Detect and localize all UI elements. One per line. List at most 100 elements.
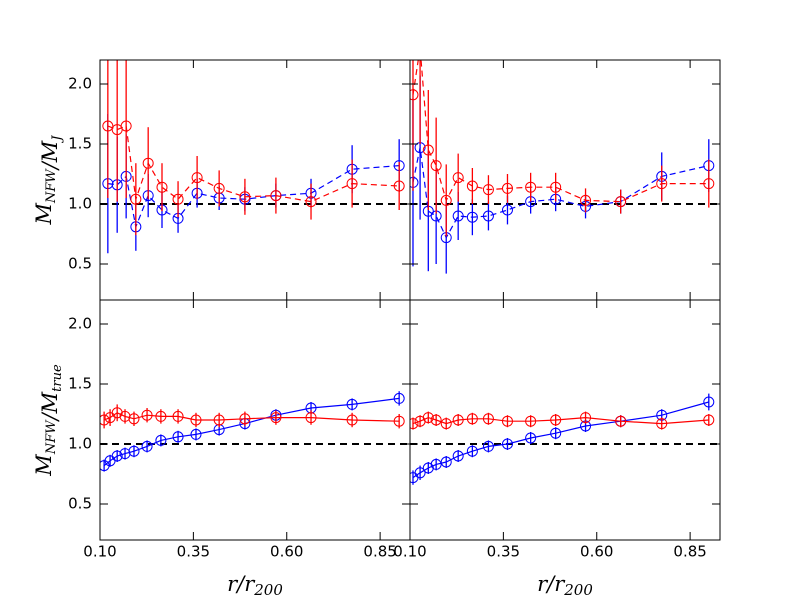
y-axis-label-text: /M <box>38 391 62 422</box>
x-axis-label-text: r/r <box>537 572 566 596</box>
marker <box>102 120 114 132</box>
marker <box>452 450 464 462</box>
marker <box>191 172 203 184</box>
marker <box>525 181 537 193</box>
x-tick-label: 0.60 <box>270 543 303 561</box>
x-tick-label: 0.60 <box>580 543 613 561</box>
x-axis-label: r/r200 <box>537 572 593 600</box>
marker <box>430 414 442 426</box>
marker <box>172 410 184 422</box>
marker <box>501 415 513 427</box>
marker <box>482 413 494 425</box>
y-tick-label: 0.5 <box>68 255 92 273</box>
marker <box>525 432 537 444</box>
marker <box>128 413 140 425</box>
marker <box>422 144 434 156</box>
y-axis-label-text: M <box>32 203 56 226</box>
y-axis-label-sub: true <box>50 364 65 392</box>
marker <box>430 160 442 172</box>
marker <box>580 412 592 424</box>
marker <box>501 204 513 216</box>
y-axis-label-text: M <box>32 454 56 477</box>
marker <box>156 181 168 193</box>
marker <box>239 413 251 425</box>
marker <box>213 414 225 426</box>
marker <box>393 180 405 192</box>
marker <box>466 445 478 457</box>
marker <box>550 414 562 426</box>
marker <box>239 191 251 203</box>
x-tick-label: 0.35 <box>487 543 520 561</box>
marker <box>305 412 317 424</box>
marker <box>440 194 452 206</box>
marker <box>501 182 513 194</box>
marker <box>128 445 140 457</box>
marker <box>141 409 153 421</box>
series-line <box>107 125 400 203</box>
marker <box>155 410 167 422</box>
marker <box>100 414 110 426</box>
marker <box>615 196 627 208</box>
marker <box>410 89 419 101</box>
marker <box>141 440 153 452</box>
marker <box>422 412 434 424</box>
marker <box>270 190 282 202</box>
y-axis-label-sub: NFW <box>44 168 59 204</box>
marker <box>213 182 225 194</box>
marker <box>482 184 494 196</box>
plot-area <box>410 60 720 274</box>
y-tick-label: 0.5 <box>68 495 92 513</box>
marker <box>172 193 184 205</box>
marker <box>430 458 442 470</box>
x-tick-label: 0.10 <box>393 543 426 561</box>
marker <box>452 210 464 222</box>
marker <box>501 438 513 450</box>
marker <box>393 392 405 404</box>
marker <box>111 450 123 462</box>
marker <box>466 413 478 425</box>
axes-frame <box>409 299 721 541</box>
plot-area <box>100 391 410 472</box>
marker <box>615 415 627 427</box>
series-line <box>412 147 709 239</box>
marker <box>550 427 562 439</box>
y-axis-label-sub: NFW <box>44 419 59 455</box>
marker <box>466 180 478 192</box>
y-axis-label: MNFW/Mtrue <box>32 364 65 477</box>
marker <box>482 210 494 222</box>
marker <box>482 440 494 452</box>
marker <box>452 414 464 426</box>
marker <box>656 418 668 430</box>
plot-area <box>100 60 410 254</box>
marker <box>172 431 184 443</box>
marker <box>305 196 317 208</box>
y-tick-label: 2.0 <box>68 315 92 333</box>
x-tick-label: 0.10 <box>83 543 116 561</box>
marker <box>142 157 154 169</box>
marker <box>270 412 282 424</box>
marker <box>393 415 405 427</box>
x-axis-label-sub: 200 <box>563 581 593 599</box>
marker <box>703 178 715 190</box>
x-axis-label-sub: 200 <box>253 581 283 599</box>
marker <box>190 428 202 440</box>
marker <box>580 194 592 206</box>
marker <box>452 172 464 184</box>
marker <box>346 398 358 410</box>
y-tick-label: 1.5 <box>68 375 92 393</box>
x-axis-label-text: r/r <box>227 572 256 596</box>
marker <box>703 396 715 408</box>
plot-area <box>410 393 720 485</box>
marker <box>466 211 478 223</box>
marker <box>440 418 452 430</box>
x-tick-label: 0.85 <box>363 543 396 561</box>
marker <box>656 178 668 190</box>
y-axis-label: MNFW/MJ <box>32 135 65 226</box>
y-axis-label-sub: J <box>50 135 65 144</box>
marker <box>550 181 562 193</box>
x-axis-label: r/r200 <box>227 572 283 600</box>
y-axis-label-text: /M <box>38 140 62 171</box>
x-tick-label: 0.85 <box>673 543 706 561</box>
marker <box>346 178 358 190</box>
